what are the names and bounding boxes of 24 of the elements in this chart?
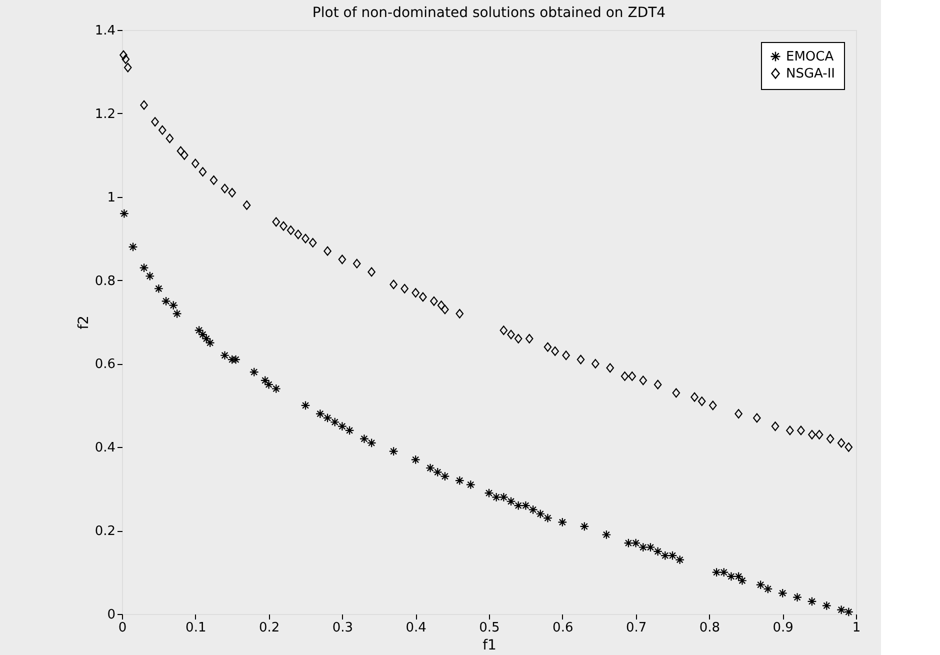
legend-label: NSGA-II (786, 66, 836, 82)
y-tick-label: 1.2 (94, 106, 116, 122)
y-tick-label: 1.4 (94, 24, 116, 38)
x-tick-label: 0 (118, 620, 127, 636)
x-tick-label: 0.3 (332, 620, 354, 636)
y-tick-label: 0.4 (94, 440, 116, 456)
x-tick-label: 0.5 (479, 620, 500, 636)
y-tick-label: 0.6 (94, 357, 116, 372)
x-tick-label: 0.6 (552, 620, 574, 636)
x-tick-label: 0.7 (626, 620, 647, 636)
y-tick-label: 0.2 (94, 524, 116, 540)
y-tick-label: 0.8 (94, 274, 116, 289)
x-tick-label: 0.4 (406, 620, 426, 636)
x-tick-label: 0.9 (772, 620, 794, 636)
x-tick-label: 0.8 (699, 620, 720, 636)
x-tick-label: 0.2 (258, 620, 280, 636)
y-tick-label: 1 (107, 190, 116, 206)
x-axis-title: f1 (482, 638, 496, 654)
x-tick-label: 0.1 (186, 620, 206, 636)
y-tick-label: 0 (107, 608, 116, 622)
x-tick-label: 1 (852, 620, 861, 636)
y-axis-title: f2 (76, 316, 92, 330)
legend-label: EMOCA (786, 50, 834, 64)
chart-title: Plot of non-dominated solutions obtained on ZDT4 (312, 5, 666, 21)
